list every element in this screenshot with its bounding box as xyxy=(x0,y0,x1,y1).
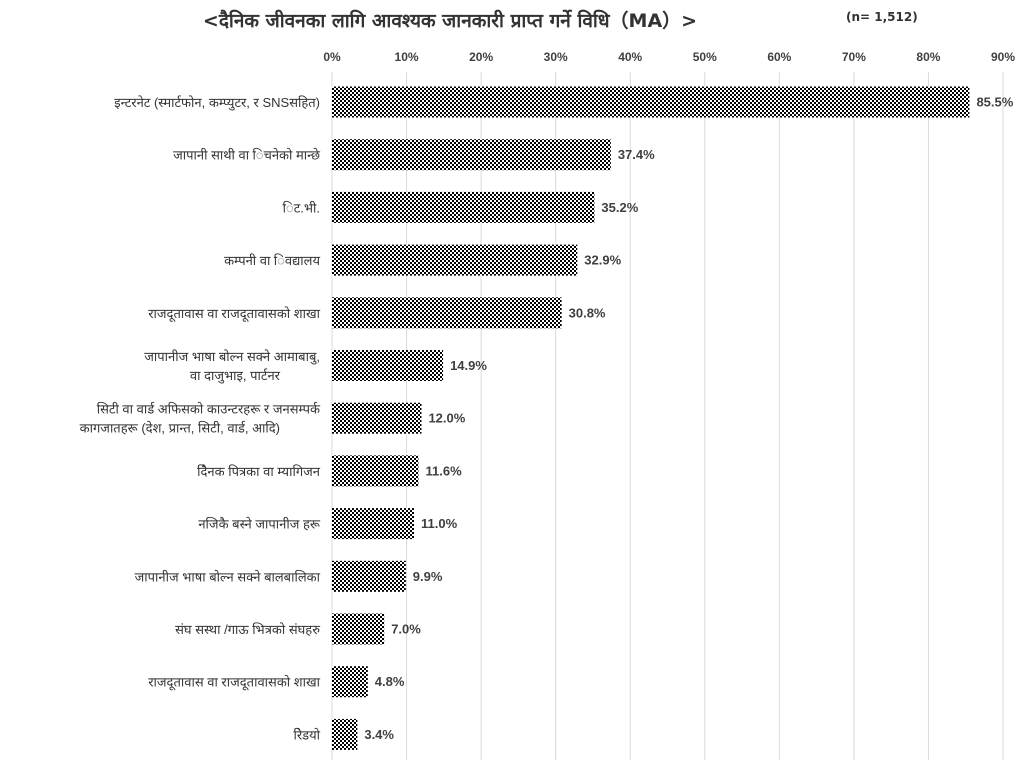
category-label: दैिनक पित्रका वा म्यागिजन xyxy=(197,464,321,479)
category-label: सिटी वा वार्ड अफिसको काउन्टरहरू र जनसम्प… xyxy=(80,402,321,436)
x-tick-label: 0% xyxy=(323,50,341,64)
sample-size-note: (n= 1,512) xyxy=(846,10,918,24)
bar xyxy=(332,139,611,171)
category-label: संघ सस्था /गाऊ भित्रको संघहरु xyxy=(175,622,320,637)
x-tick-label: 10% xyxy=(395,50,419,64)
bar xyxy=(332,560,406,592)
bar xyxy=(332,666,368,698)
bar xyxy=(332,613,385,645)
x-tick-label: 40% xyxy=(618,50,642,64)
x-tick-label: 60% xyxy=(767,50,791,64)
category-label: जापानीज भाषा बोल्न सक्ने बालबालिका xyxy=(135,569,321,584)
bar-value-label: 11.0% xyxy=(421,516,458,531)
category-label: राजदूतावास वा राजदूतावासको शाखा xyxy=(148,306,320,322)
bar xyxy=(332,508,415,540)
bar xyxy=(332,718,358,750)
category-label: िट.भी. xyxy=(283,200,320,215)
bar-value-label: 85.5% xyxy=(976,95,1013,110)
category-label: राजदूतावास वा राजदूतावासको शाखा xyxy=(148,675,320,691)
bar xyxy=(332,297,562,329)
category-label: इन्टरनेट (स्मार्टफोन, कम्प्युटर, र SNSसह… xyxy=(114,95,320,111)
bar xyxy=(332,244,578,276)
bar-value-label: 30.8% xyxy=(569,305,606,320)
bar-value-label: 35.2% xyxy=(601,200,638,215)
bar xyxy=(332,402,422,434)
category-label: रेिडयो xyxy=(293,727,320,742)
bar-value-label: 9.9% xyxy=(413,569,443,584)
category-label: जापानी साथी वा िचनेको मान्छे xyxy=(173,148,321,163)
bar-value-label: 14.9% xyxy=(450,358,487,373)
x-tick-label: 30% xyxy=(544,50,568,64)
category-label: नजिकै बस्ने जापानीज हरू xyxy=(198,517,321,532)
x-tick-label: 20% xyxy=(469,50,493,64)
chart-title: <दैनिक जीवनका लागि आवश्यक जानकारी प्राप्… xyxy=(202,10,698,32)
bar-value-label: 12.0% xyxy=(428,411,465,426)
bar xyxy=(332,455,419,487)
x-tick-label: 50% xyxy=(693,50,717,64)
bar-value-label: 7.0% xyxy=(391,622,421,637)
bar-value-label: 32.9% xyxy=(584,253,621,268)
x-tick-label: 80% xyxy=(916,50,940,64)
x-tick-label: 70% xyxy=(842,50,866,64)
category-label: कम्पनी वा िवद्यालय xyxy=(224,253,320,268)
bar-value-label: 3.4% xyxy=(364,727,394,742)
x-tick-label: 90% xyxy=(991,50,1015,64)
bar xyxy=(332,86,970,118)
bar-value-label: 11.6% xyxy=(425,463,462,478)
category-label: जापानीज भाषा बोल्न सक्ने आमाबाबु, वा दाजु… xyxy=(144,349,320,384)
bar xyxy=(332,191,595,223)
bar-value-label: 4.8% xyxy=(375,674,405,689)
bar-value-label: 37.4% xyxy=(618,147,655,162)
bar xyxy=(332,350,444,381)
